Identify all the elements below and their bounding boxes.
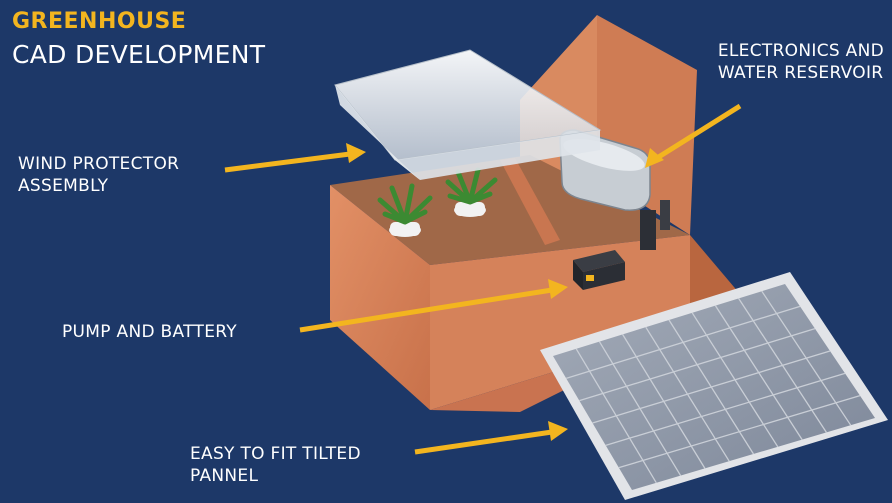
callout-panel-line2: PANNEL [190,466,259,486]
plant-left [377,183,433,237]
plant-right [445,167,498,217]
callout-panel-line1: EASY TO FIT TILTED [190,444,361,464]
arrow-right-icon [414,421,568,455]
battery-icon [573,250,625,290]
arrow-right-icon [224,143,366,173]
callout-wind-line2: ASSEMBLY [18,176,109,196]
page-subtitle: CAD DEVELOPMENT [12,40,266,69]
electronics-block [640,200,670,250]
callout-electronics-line1: ELECTRONICS AND [717,41,884,61]
panel-grid-line [592,350,831,424]
callout-electronics: ELECTRONICS AND WATER RESERVOIR [718,40,884,84]
solar-panel [540,272,888,500]
panel-grid-line [618,395,861,469]
callout-pump-line1: PUMP AND BATTERY [62,322,237,342]
panel-grid-line [565,305,801,379]
greenhouse-box [330,155,745,412]
arrow-right-icon [299,279,568,333]
wind-protector-glass [334,49,602,180]
arrow-right-icon [645,103,742,168]
page-title: GREENHOUSE [12,9,187,34]
callout-pump-battery: PUMP AND BATTERY [62,321,237,343]
panel-grid-line [605,372,846,446]
callout-wind-line1: WIND PROTECTOR [18,154,180,174]
callout-electronics-line2: WATER RESERVOIR [717,63,884,83]
panel-grid-line [579,328,816,402]
callout-wind-protector: WIND PROTECTOR ASSEMBLY [18,153,179,197]
callout-tilted-panel: EASY TO FIT TILTED PANNEL [190,443,361,487]
